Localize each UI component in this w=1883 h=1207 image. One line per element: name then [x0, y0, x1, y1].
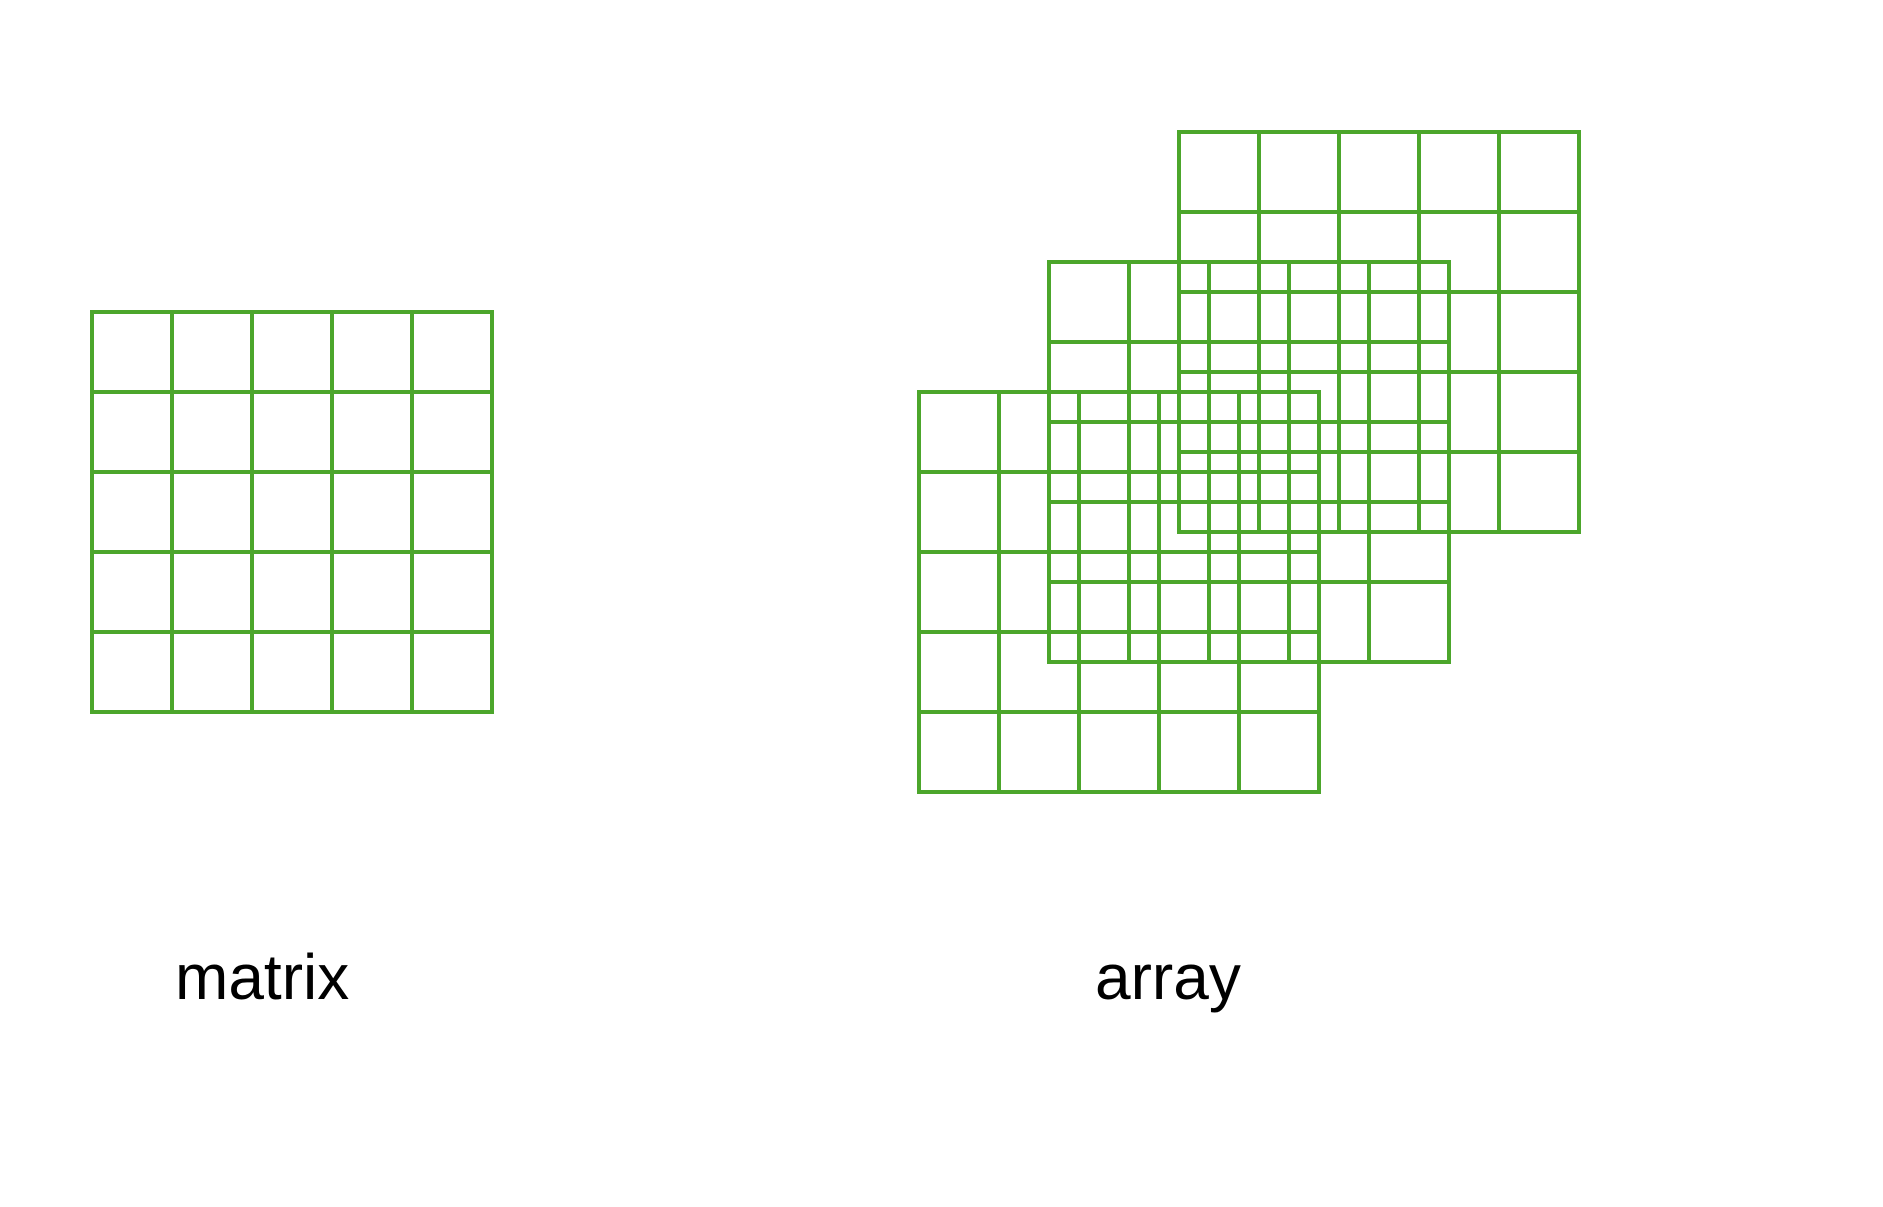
array-label: array: [1095, 940, 1241, 1014]
array-grid-front: [917, 390, 1321, 794]
matrix-grid: [90, 310, 494, 714]
matrix-label: matrix: [175, 940, 349, 1014]
